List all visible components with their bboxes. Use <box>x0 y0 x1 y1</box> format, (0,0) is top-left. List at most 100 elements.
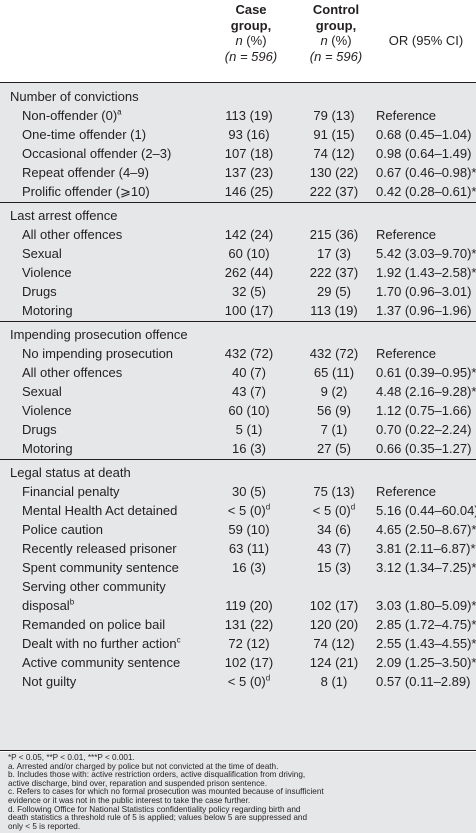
row-label: Mental Health Act detained <box>22 503 178 518</box>
row-label: Violence <box>22 265 72 280</box>
footnote-line: only < 5 is reported. <box>8 821 81 831</box>
odds-ratio-header: OR (95% CI) <box>388 33 464 48</box>
odds-ratio-value: 1.92 (1.43–2.58)*** <box>376 265 476 280</box>
section-heading: Legal status at death <box>10 465 131 480</box>
odds-ratio-value: 3.81 (2.11–6.87)*** <box>376 541 476 556</box>
row-label: All other offences <box>22 227 123 242</box>
footnote-marker: c <box>176 635 181 645</box>
section-heading-row: Impending prosecution offence <box>0 325 476 344</box>
control-value: 215 (36) <box>309 227 359 242</box>
row-label: No impending prosecution <box>22 346 174 361</box>
case-value: < 5 (0)d <box>227 673 271 689</box>
odds-ratio-value: 5.42 (3.03–9.70)*** <box>376 246 476 261</box>
row-label: Remanded on police bail <box>22 617 166 632</box>
case-value: 432 (72) <box>224 346 274 361</box>
row-label: Recently released prisoner <box>22 541 177 556</box>
odds-ratio-value: 0.67 (0.46–0.98)* <box>376 165 476 180</box>
case-value: 137 (23) <box>224 165 274 180</box>
odds-ratio-value: 2.85 (1.72–4.75)*** <box>376 617 476 632</box>
table-row: Spent community sentence 16 (3) 15 (3) 3.12… <box>0 558 476 577</box>
row-label: All other offences <box>22 365 123 380</box>
odds-ratio-value: Reference <box>376 227 436 242</box>
footnotes: *P < 0.05, **P < 0.01, ***P < 0.001. a. A… <box>0 750 476 833</box>
table-row: disposalb 119 (20) 102 (17) 3.03 (1.80–5.09… <box>0 596 476 615</box>
row-label: One-time offender (1) <box>22 127 147 142</box>
control-value: 8 (1) <box>320 674 348 689</box>
case-value: 59 (10) <box>228 522 270 537</box>
case-value: 113 (19) <box>225 108 273 123</box>
row-label: disposalb <box>22 597 75 613</box>
case-value: 16 (3) <box>232 560 266 575</box>
control-value: 15 (3) <box>317 560 351 575</box>
case-value: 72 (12) <box>228 636 270 651</box>
footnote-line: b. Includes those with: active restricti… <box>8 770 306 780</box>
footnote-line: a. Arrested and/or charged by police but… <box>8 761 279 771</box>
odds-ratio-value: 0.70 (0.22–2.24) <box>376 422 472 437</box>
table-row: Sexual 43 (7) 9 (2) 4.48 (2.16–9.28)*** <box>0 382 476 401</box>
control-value: 7 (1) <box>320 422 348 437</box>
footnote-marker: d <box>350 502 356 512</box>
case-value: 40 (7) <box>232 365 266 380</box>
section-heading: Last arrest offence <box>10 208 118 223</box>
table-body: Number of convictions Non-offender (0)a 11… <box>0 82 476 750</box>
odds-ratio-value: 5.16 (0.44–60.04) <box>376 503 476 518</box>
control-group-header: Control group, n (%) (n = 596) <box>309 2 363 64</box>
table-row: No impending prosecution 432 (72) 432 (72)… <box>0 344 476 363</box>
table-row: One-time offender (1) 93 (16) 91 (15) 0.68 … <box>0 125 476 144</box>
table-row: Motoring 16 (3) 27 (5) 0.66 (0.35–1.27) <box>0 439 476 458</box>
table-row: Not guilty < 5 (0)d 8 (1) 0.57 (0.11–2.89) <box>0 672 476 691</box>
case-value: 131 (22) <box>224 617 274 632</box>
case-value: 102 (17) <box>224 655 274 670</box>
control-value: 43 (7) <box>317 541 351 556</box>
case-value: 146 (25) <box>224 184 274 199</box>
control-value: 79 (13) <box>313 108 355 123</box>
control-value: 65 (11) <box>313 365 355 380</box>
table-row: Motoring 100 (17) 113 (19) 1.37 (0.96–1.96) <box>0 301 476 320</box>
row-label: Active community sentence <box>22 655 181 670</box>
odds-ratio-value: 1.70 (0.96–3.01) <box>376 284 472 299</box>
control-value: 74 (12) <box>313 146 355 161</box>
odds-ratio-value: Reference <box>376 484 436 499</box>
row-label: Drugs <box>22 422 57 437</box>
row-label: Non-offender (0)a <box>22 107 122 123</box>
odds-ratio-value: 0.98 (0.64–1.49) <box>376 146 472 161</box>
row-label: Dealt with no further actionc <box>22 635 181 651</box>
control-value: 27 (5) <box>317 441 351 456</box>
odds-ratio-value: 0.68 (0.45–1.04) <box>376 127 472 142</box>
odds-ratio-value: 0.66 (0.35–1.27) <box>376 441 472 456</box>
table-row: Violence 262 (44) 222 (37) 1.92 (1.43–2.58)… <box>0 263 476 282</box>
case-value: 60 (10) <box>228 403 270 418</box>
footnote-line: c. Refers to cases for which no formal p… <box>8 787 324 797</box>
row-label: Not guilty <box>22 674 77 689</box>
odds-ratio-value: 1.12 (0.75–1.66) <box>376 403 472 418</box>
case-group-header: Case group, n (%) (n = 596) <box>224 2 278 64</box>
case-value: 119 (20) <box>225 598 273 613</box>
section-heading-row: Last arrest offence <box>0 206 476 225</box>
footnote-divider <box>0 750 476 751</box>
odds-ratio-value: Reference <box>376 346 436 361</box>
table-row: Serving other community <box>0 577 476 596</box>
table-row: Repeat offender (4–9) 137 (23) 130 (22) 0.6… <box>0 163 476 182</box>
row-label: Drugs <box>22 284 57 299</box>
control-value: 56 (9) <box>317 403 351 418</box>
control-value: 222 (37) <box>309 184 359 199</box>
footnote-marker: d <box>265 673 271 683</box>
odds-ratio-value: 2.09 (1.25–3.50)** <box>376 655 476 670</box>
table-row: Remanded on police bail 131 (22) 120 (20) 2… <box>0 615 476 634</box>
table-row: Mental Health Act detained < 5 (0)d < 5 (0… <box>0 501 476 520</box>
case-value: 93 (16) <box>228 127 270 142</box>
row-label: Motoring <box>22 303 73 318</box>
control-value: 91 (15) <box>313 127 355 142</box>
case-value: 100 (17) <box>224 303 274 318</box>
case-value: 63 (11) <box>228 541 270 556</box>
odds-ratio-value: 2.55 (1.43–4.55)** <box>376 636 476 651</box>
row-label: Serving other community <box>22 579 166 594</box>
footnote-line: evidence or it was not in the public int… <box>8 796 251 805</box>
section-heading-row: Legal status at death <box>0 463 476 482</box>
section-heading: Number of convictions <box>10 89 139 104</box>
footnote-line: active discharge, bind over, reparation … <box>8 778 267 788</box>
table-row: Prolific offender (⩾10) 146 (25) 222 (37) 0… <box>0 182 476 201</box>
odds-ratio-value: 4.65 (2.50–8.67)*** <box>376 522 476 537</box>
table-row: Drugs 32 (5) 29 (5) 1.70 (0.96–3.01) <box>0 282 476 301</box>
control-value: 113 (19) <box>310 303 358 318</box>
